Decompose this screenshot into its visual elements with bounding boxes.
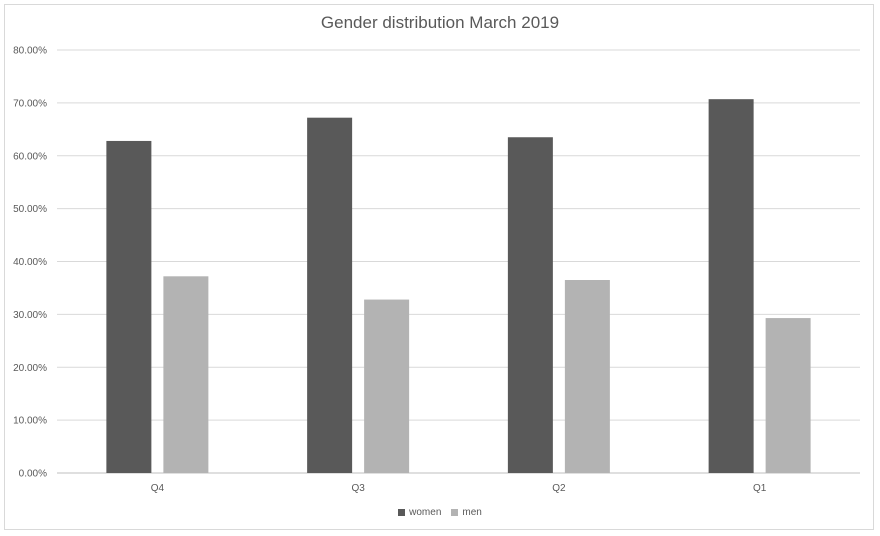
legend-swatch-women bbox=[398, 509, 406, 516]
x-tick-label: Q3 bbox=[351, 483, 365, 494]
legend-swatch-men bbox=[451, 509, 459, 516]
bar-women-q4 bbox=[106, 140, 152, 473]
bar-men-q3 bbox=[364, 299, 410, 473]
bar-women-q2 bbox=[507, 137, 553, 473]
bar-women-q3 bbox=[307, 117, 353, 474]
legend-item-men: men bbox=[451, 507, 482, 518]
y-tick-label: 60.00% bbox=[13, 151, 47, 162]
bar-men-q2 bbox=[564, 280, 610, 473]
legend: women men bbox=[0, 507, 880, 518]
y-tick-label: 50.00% bbox=[13, 204, 47, 215]
x-tick-label: Q1 bbox=[753, 483, 767, 494]
bar-men-q4 bbox=[163, 276, 209, 473]
x-tick-label: Q4 bbox=[151, 483, 165, 494]
y-tick-label: 30.00% bbox=[13, 310, 47, 321]
y-tick-label: 70.00% bbox=[13, 98, 47, 109]
x-tick-label: Q2 bbox=[552, 483, 566, 494]
legend-label-men: men bbox=[462, 507, 482, 518]
y-tick-label: 20.00% bbox=[13, 363, 47, 374]
bar-men-q1 bbox=[765, 318, 811, 473]
chart-title: Gender distribution March 2019 bbox=[320, 13, 560, 32]
y-tick-label: 40.00% bbox=[13, 257, 47, 268]
y-tick-label: 10.00% bbox=[13, 416, 47, 427]
legend-item-women: women bbox=[398, 507, 441, 518]
y-tick-label: 0.00% bbox=[19, 469, 47, 480]
y-tick-label: 80.00% bbox=[13, 46, 47, 57]
legend-label-women: women bbox=[409, 507, 442, 518]
bar-women-q1 bbox=[708, 99, 754, 473]
